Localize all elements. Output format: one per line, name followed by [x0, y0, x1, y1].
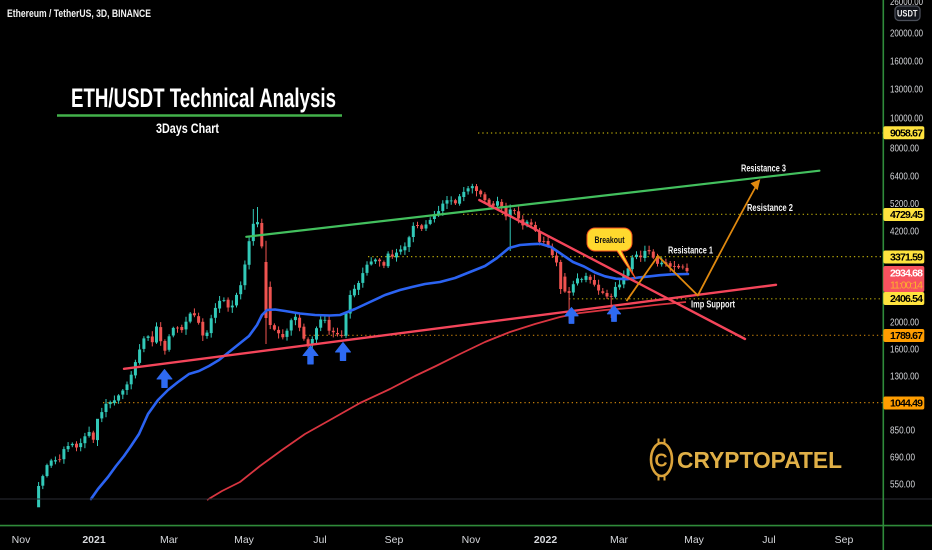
svg-text:26000.00: 26000.00 [890, 0, 923, 8]
svg-text:9058.67: 9058.67 [890, 127, 923, 139]
svg-text:Sep: Sep [835, 534, 854, 546]
svg-text:C: C [655, 451, 668, 471]
svg-text:ETH/USDT Technical Analysis: ETH/USDT Technical Analysis [71, 83, 336, 113]
svg-text:CRYPTOPATEL: CRYPTOPATEL [677, 447, 842, 473]
svg-text:Resistance 1: Resistance 1 [668, 246, 713, 257]
svg-text:Resistance 2: Resistance 2 [747, 203, 793, 214]
svg-text:Breakout: Breakout [595, 235, 626, 246]
svg-text:2934.68: 2934.68 [890, 268, 923, 280]
svg-text:2000.00: 2000.00 [890, 317, 919, 329]
svg-text:Jul: Jul [762, 534, 775, 546]
svg-text:2022: 2022 [534, 534, 558, 546]
svg-text:3Days Chart: 3Days Chart [156, 121, 219, 136]
svg-text:2406.54: 2406.54 [890, 293, 923, 305]
svg-text:Sep: Sep [385, 534, 404, 546]
svg-text:5200.00: 5200.00 [890, 198, 919, 210]
svg-text:USDT: USDT [897, 9, 918, 20]
svg-text:1300.00: 1300.00 [890, 371, 919, 383]
svg-text:1044.49: 1044.49 [890, 398, 923, 410]
svg-text:May: May [684, 534, 705, 546]
svg-text:20000.00: 20000.00 [890, 28, 923, 40]
svg-text:Ethereum / TetherUS, 3D, BINAN: Ethereum / TetherUS, 3D, BINANCE [7, 8, 151, 20]
svg-text:Mar: Mar [160, 534, 179, 546]
svg-text:Jul: Jul [313, 534, 326, 546]
svg-text:Nov: Nov [12, 534, 31, 546]
svg-text:11:00:14: 11:00:14 [890, 280, 923, 292]
svg-text:8000.00: 8000.00 [890, 143, 919, 155]
svg-text:Resistance 3: Resistance 3 [741, 164, 786, 175]
svg-text:550.00: 550.00 [890, 479, 915, 491]
svg-text:13000.00: 13000.00 [890, 84, 923, 96]
svg-text:690.00: 690.00 [890, 452, 915, 464]
svg-text:10000.00: 10000.00 [890, 113, 923, 125]
svg-text:Mar: Mar [610, 534, 629, 546]
svg-text:Imp Support: Imp Support [691, 300, 735, 311]
svg-text:2021: 2021 [82, 534, 106, 546]
svg-text:1600.00: 1600.00 [890, 344, 919, 356]
svg-text:Nov: Nov [462, 534, 481, 546]
svg-text:6400.00: 6400.00 [890, 171, 919, 183]
svg-text:4200.00: 4200.00 [890, 226, 919, 238]
svg-text:850.00: 850.00 [890, 425, 915, 437]
svg-text:3371.59: 3371.59 [890, 252, 923, 264]
svg-text:16000.00: 16000.00 [890, 56, 923, 68]
svg-text:4729.45: 4729.45 [890, 209, 923, 221]
svg-text:May: May [234, 534, 255, 546]
svg-text:1789.67: 1789.67 [890, 330, 923, 342]
